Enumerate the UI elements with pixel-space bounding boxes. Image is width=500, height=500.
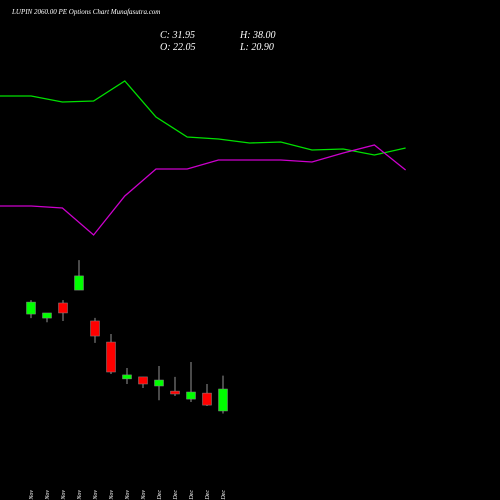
ohlc-summary: L: 20.90 <box>239 42 274 53</box>
ohlc-summary: H: 38.00 <box>239 30 276 41</box>
candle-body <box>122 374 132 380</box>
candle-body <box>186 391 196 400</box>
x-tick-label: 19 Nov <box>29 490 35 500</box>
x-tick-label: 03 Dec <box>189 490 195 500</box>
candle-body <box>202 392 212 406</box>
x-tick-label: 24 Nov <box>76 490 83 500</box>
candle-body <box>218 388 228 412</box>
x-tick-label: 28 Nov <box>141 490 147 500</box>
x-tick-label: 25 Nov <box>93 490 99 500</box>
x-tick-label: 21 Nov <box>61 490 67 500</box>
x-tick-label: 27 Nov <box>125 490 131 500</box>
ohlc-summary: O: 22.05 <box>160 42 196 53</box>
candle-body <box>138 376 148 385</box>
candle-body <box>90 320 100 337</box>
candle-body <box>154 379 164 387</box>
indicator-line <box>0 144 407 236</box>
x-tick-label: 05 Dec <box>221 490 227 500</box>
x-tick-label: 04 Dec <box>204 490 211 500</box>
candle-body <box>106 341 116 373</box>
candle-body <box>58 302 68 314</box>
x-tick-label: 26 Nov <box>109 490 115 500</box>
ohlc-summary: C: 31.95 <box>160 30 195 41</box>
x-tick-label: 01 Dec <box>157 490 163 500</box>
candle-body <box>74 275 84 291</box>
candle-body <box>42 312 52 319</box>
x-tick-label: 20 Nov <box>45 490 51 500</box>
candle-body <box>26 301 36 315</box>
candle-body <box>170 390 180 395</box>
chart-title: LUPIN 2060.00 PE Options Chart Munafasut… <box>11 8 160 16</box>
x-tick-label: 02 Dec <box>173 490 179 500</box>
indicator-line <box>0 80 406 156</box>
